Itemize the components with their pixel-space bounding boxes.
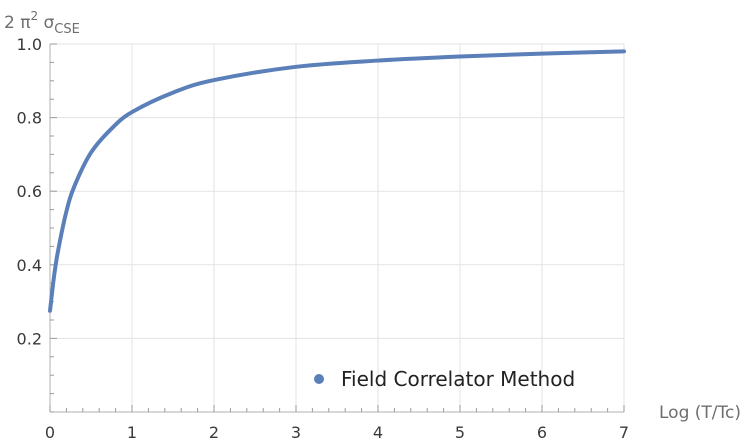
x-tick-label: 4: [373, 423, 383, 442]
y-axis-label: 2 π2 σCSE: [4, 9, 80, 37]
x-tick-label: 2: [209, 423, 219, 442]
y-tick-label: 1.0: [17, 35, 42, 54]
x-tick-label: 7: [619, 423, 629, 442]
x-tick-label: 3: [291, 423, 301, 442]
series-line: [48, 49, 626, 313]
x-tick-label: 5: [455, 423, 465, 442]
series-layer: [48, 49, 626, 313]
y-tick-label: 0.8: [17, 109, 42, 128]
x-axis-label: Log (T/Tc): [659, 403, 741, 423]
x-tick-label: 6: [537, 423, 547, 442]
y-tick-label: 0.2: [17, 329, 42, 348]
legend: Field Correlator Method: [314, 367, 575, 391]
axes: 0 1 2 3 4 5 6 7 0.2 0.4 0.6 0.8 1.0: [17, 35, 630, 442]
x-tick-label: 1: [127, 423, 137, 442]
legend-label: Field Correlator Method: [341, 367, 575, 391]
legend-marker: [314, 374, 324, 384]
x-tick-label: 0: [45, 423, 55, 442]
gridlines: [49, 43, 625, 412]
y-tick-label: 0.4: [17, 256, 42, 275]
y-tick-label: 0.6: [17, 182, 42, 201]
